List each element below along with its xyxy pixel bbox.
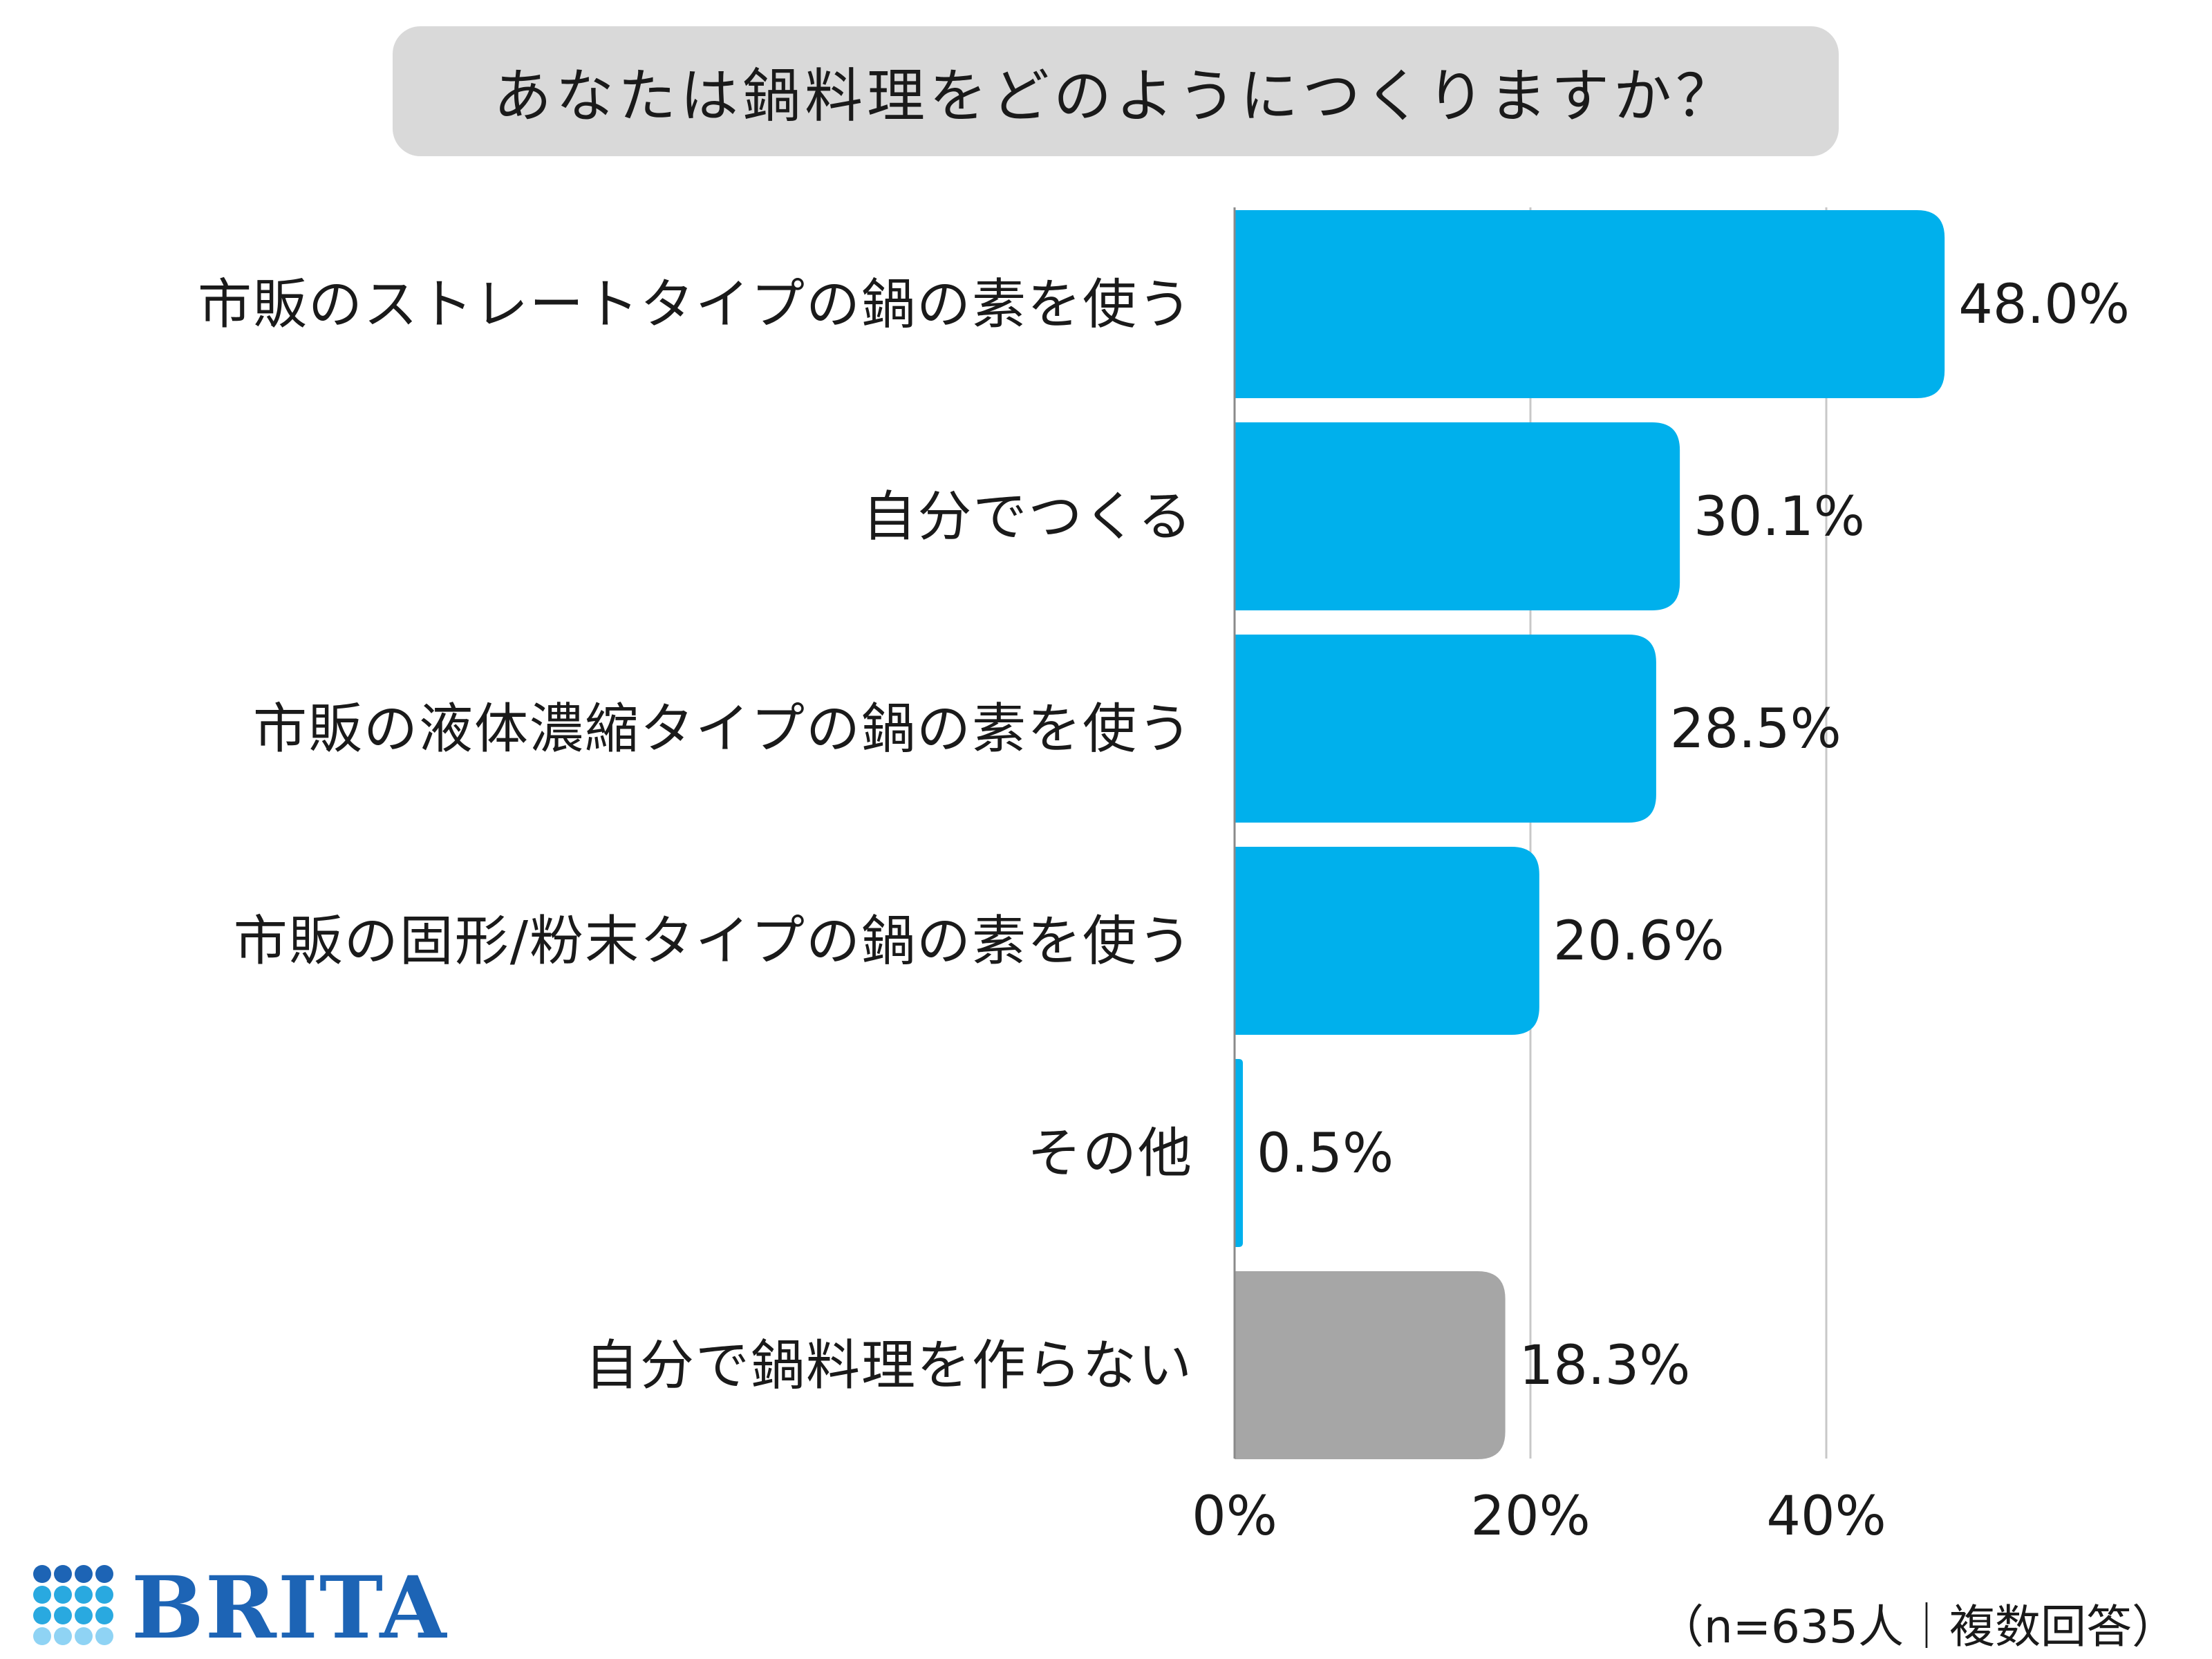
- bar-2: [1235, 422, 1680, 610]
- logo-dot: [75, 1606, 93, 1624]
- x-tick-label-20: 20%: [1470, 1485, 1590, 1548]
- bar-4: [1235, 847, 1539, 1035]
- logo-dot: [33, 1565, 51, 1583]
- category-label-6: 自分で鍋料理を作らない: [585, 1335, 1193, 1397]
- logo-dot: [54, 1606, 72, 1624]
- value-label-6: 18.3%: [1519, 1335, 1691, 1397]
- value-label-3: 28.5%: [1670, 698, 1841, 760]
- logo-dot: [95, 1606, 113, 1624]
- bar-3: [1235, 635, 1656, 823]
- logo-dot: [75, 1627, 93, 1645]
- logo-dot: [33, 1586, 51, 1604]
- x-tick-label-0: 0%: [1192, 1485, 1277, 1548]
- x-tick-label-40: 40%: [1766, 1485, 1886, 1548]
- logo-dot: [95, 1565, 113, 1583]
- chart-title: あなたは鍋料理をどのようにつくりますか？: [493, 62, 1738, 130]
- value-label-1: 48.0%: [1958, 274, 2130, 336]
- value-label-5: 0.5%: [1257, 1123, 1394, 1185]
- value-label-2: 30.1%: [1694, 486, 1865, 548]
- bar-1: [1235, 210, 1945, 398]
- category-label-3: 市販の液体濃縮タイプの鍋の素を使う: [253, 698, 1193, 760]
- chart-title-box: あなたは鍋料理をどのようにつくりますか？: [393, 26, 1839, 156]
- logo-dot: [75, 1565, 93, 1583]
- category-label-1: 市販のストレートタイプの鍋の素を使う: [198, 274, 1193, 336]
- bar-6: [1235, 1271, 1506, 1459]
- logo-dot: [75, 1586, 93, 1604]
- category-label-4: 市販の固形/粉末タイプの鍋の素を使う: [234, 910, 1193, 973]
- logo-dot: [33, 1627, 51, 1645]
- logo-text: BRITA: [131, 1558, 448, 1658]
- bar-chart: 市販のストレートタイプの鍋の素を使う 48.0% 自分でつくる 30.1% 市販の液体濃…: [198, 207, 2130, 1548]
- category-label-5: その他: [1027, 1123, 1193, 1185]
- sample-note: （n=635人｜複数回答）: [1658, 1600, 2177, 1653]
- logo-dot: [33, 1606, 51, 1624]
- logo-dot: [54, 1586, 72, 1604]
- logo-dot: [95, 1586, 113, 1604]
- category-label-2: 自分でつくる: [863, 486, 1193, 548]
- logo-dot: [54, 1627, 72, 1645]
- logo-dot: [95, 1627, 113, 1645]
- logo-dot: [54, 1565, 72, 1583]
- value-label-4: 20.6%: [1553, 910, 1725, 973]
- brita-logo: BRITA: [33, 1558, 447, 1658]
- bar-5: [1235, 1059, 1243, 1247]
